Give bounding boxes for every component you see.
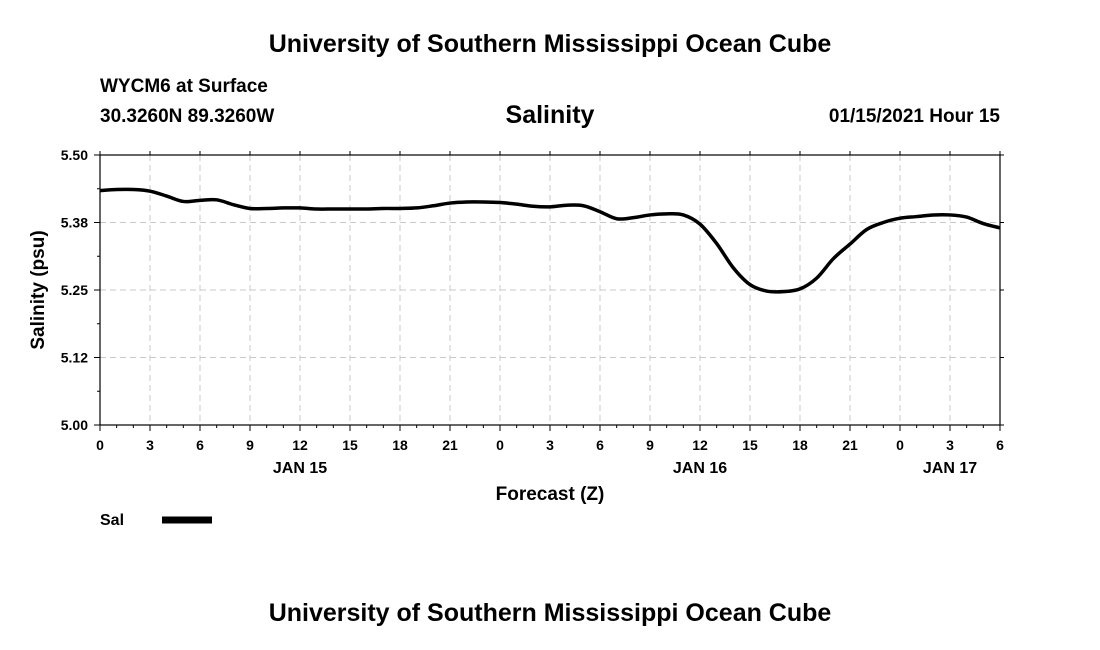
- date-label: JAN 17: [923, 460, 977, 477]
- y-tick-label: 5.38: [61, 215, 88, 231]
- date-label: JAN 15: [273, 460, 327, 477]
- x-tick-label: 12: [692, 437, 708, 453]
- x-tick-label: 9: [646, 437, 654, 453]
- series-line-sal: [99, 187, 1001, 294]
- x-tick-label: 21: [442, 437, 458, 453]
- y-tick-label: 5.00: [61, 417, 88, 433]
- x-tick-label: 18: [392, 437, 408, 453]
- y-axis-label: Salinity (psu): [28, 230, 49, 349]
- y-tick-label: 5.25: [61, 282, 88, 298]
- page-title: University of Southern Mississippi Ocean…: [268, 30, 832, 58]
- x-tick-label: 3: [946, 437, 954, 453]
- x-tick-label: 15: [342, 437, 358, 453]
- footer-title: University of Southern Mississippi Ocean…: [268, 599, 832, 627]
- x-tick-label: 6: [596, 437, 604, 453]
- x-tick-label: 21: [842, 437, 858, 453]
- x-tick-label: 3: [146, 437, 154, 453]
- x-tick-label: 0: [496, 437, 504, 453]
- y-tick-label: 5.50: [61, 147, 88, 163]
- x-tick-label: 18: [792, 437, 808, 453]
- x-tick-label: 0: [896, 437, 904, 453]
- x-tick-label: 3: [546, 437, 554, 453]
- date-label: JAN 16: [673, 460, 727, 477]
- x-tick-label: 6: [196, 437, 204, 453]
- x-tick-label: 9: [246, 437, 254, 453]
- legend-label: Sal: [100, 512, 124, 529]
- plot-frame: [99, 154, 1001, 426]
- variable-title: Salinity: [505, 101, 595, 129]
- x-tick-label: 12: [292, 437, 308, 453]
- y-tick-label: 5.12: [61, 350, 88, 366]
- x-tick-label: 0: [96, 437, 104, 453]
- station-label: WYCM6 at Surface: [100, 76, 268, 97]
- x-tick-label: 6: [996, 437, 1004, 453]
- datetime-label: 01/15/2021 Hour 15: [828, 106, 1000, 127]
- x-axis-label: Forecast (Z): [496, 484, 605, 505]
- x-tick-label: 15: [742, 437, 758, 453]
- coordinates-label: 30.3260N 89.3260W: [100, 106, 275, 127]
